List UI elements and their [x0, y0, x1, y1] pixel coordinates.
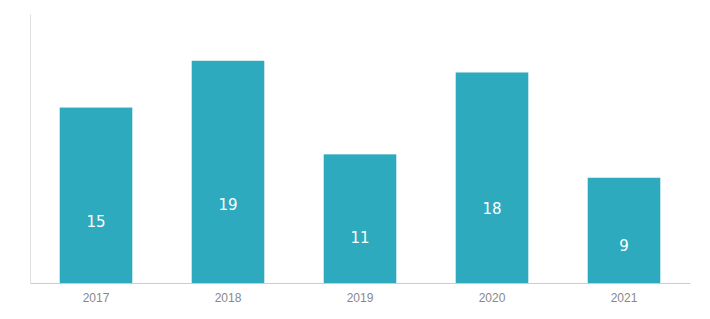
- x-tick: 2018: [215, 291, 242, 305]
- bar: [324, 154, 397, 283]
- x-tick-label: 2020: [479, 291, 506, 305]
- x-tick-label: 2018: [215, 291, 242, 305]
- x-tick: 2017: [83, 291, 110, 305]
- bar: [588, 178, 661, 283]
- data-labels: 15 19 11 18 9: [86, 196, 628, 255]
- data-label: 11: [350, 229, 369, 247]
- data-label: 15: [86, 213, 105, 231]
- bars: [60, 61, 661, 283]
- x-tick: 2020: [479, 291, 506, 305]
- x-axis: 2017 2018 2019 2020 2021: [31, 284, 691, 305]
- data-label: 19: [218, 196, 237, 214]
- x-tick: 2019: [347, 291, 374, 305]
- bar: [456, 72, 529, 283]
- plot: 2017 2018 2019 2020 2021 15 19 11 18 9: [31, 15, 691, 305]
- chart: 2017 2018 2019 2020 2021 15 19 11 18 9: [0, 0, 710, 319]
- x-axis-line: [31, 283, 691, 284]
- x-tick-label: 2021: [611, 291, 638, 305]
- y-axis-line: [30, 15, 31, 284]
- bar: [192, 61, 265, 283]
- y-axis: [30, 15, 31, 284]
- data-label: 18: [482, 200, 501, 218]
- bar: [60, 108, 133, 283]
- x-tick-label: 2017: [83, 291, 110, 305]
- x-tick: 2021: [611, 291, 638, 305]
- x-tick-label: 2019: [347, 291, 374, 305]
- data-label: 9: [619, 237, 629, 255]
